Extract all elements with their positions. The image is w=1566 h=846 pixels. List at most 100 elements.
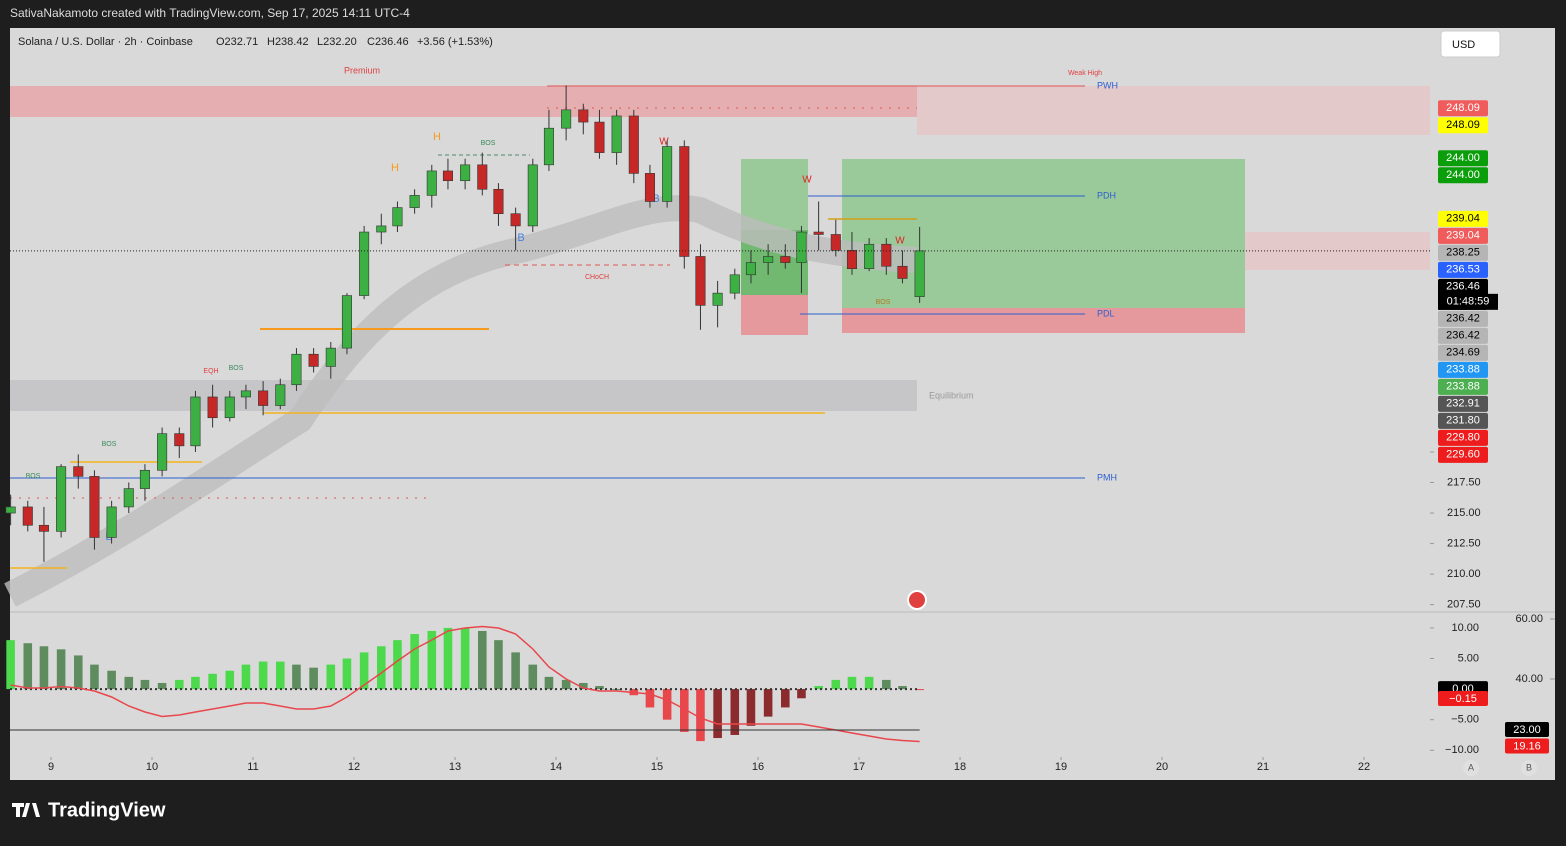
annotation: BOS [876, 299, 891, 306]
price-label [1438, 100, 1488, 117]
candle-body [628, 115, 639, 174]
y-tick-label: 210.00 [1447, 568, 1481, 580]
candle-body [392, 207, 403, 227]
annotation: EQH [203, 368, 218, 375]
candle-body [864, 243, 875, 269]
price-label [1438, 167, 1488, 184]
histogram-bar [124, 676, 134, 690]
candle-body [578, 109, 589, 123]
candle-body [409, 195, 420, 208]
annotation: W [802, 175, 812, 186]
candle-body [561, 109, 572, 129]
histogram-bar [326, 664, 336, 690]
histogram-bar [191, 676, 200, 690]
annotation: CHoCH [585, 274, 609, 281]
histogram-bar [275, 661, 285, 690]
price-label-text: 248.09 [1446, 119, 1480, 131]
price-label-text: 236.46 [1446, 281, 1480, 293]
histogram-bar [174, 679, 184, 690]
annotation: BOS [229, 365, 244, 372]
candle-body [712, 292, 723, 306]
symbol: Solana / U.S. Dollar · 2h · Coinbase [18, 36, 193, 48]
candle-body [224, 396, 235, 419]
price-label-text: 233.88 [1446, 364, 1480, 376]
histogram-bar [797, 689, 806, 699]
histogram-bar [781, 689, 790, 708]
candle-body [796, 231, 807, 263]
annotation: BOS [481, 140, 496, 147]
x-tick-label: 20 [1156, 761, 1168, 773]
histogram-bar [746, 689, 756, 726]
histogram-bar [528, 664, 538, 690]
ohlc-close: C236.46 [367, 36, 409, 48]
candle-body [594, 121, 605, 153]
histogram-bar [561, 679, 571, 690]
annotation: H [433, 131, 441, 143]
histogram-bar [595, 686, 604, 690]
currency[interactable]: USD [1452, 39, 1475, 51]
candle-body [258, 390, 269, 406]
price-label [1438, 117, 1488, 134]
price-label [1438, 691, 1488, 707]
x-tick-label: 13 [449, 761, 461, 773]
price-label [1438, 361, 1488, 378]
histogram-bar [696, 689, 705, 742]
y-tick-label: 215.00 [1447, 507, 1481, 519]
price-label-text: 236.42 [1446, 313, 1480, 325]
candle-body [325, 347, 336, 367]
histogram-bar [157, 682, 167, 690]
histogram-bar [915, 689, 924, 691]
annotation: BOS [102, 441, 117, 448]
long-position-stop [842, 308, 1245, 333]
histogram-bar [359, 652, 369, 690]
currency-button[interactable] [1440, 30, 1501, 58]
price-label-text: 232.91 [1446, 398, 1480, 410]
histogram-bar [544, 676, 554, 690]
y-tick-label: 207.50 [1447, 599, 1481, 611]
histogram-bar [511, 652, 520, 690]
candle-body [190, 396, 201, 447]
price-label-text: 244.00 [1446, 169, 1480, 181]
change: +3.56 (+1.53%) [417, 36, 493, 48]
candle-body [543, 127, 554, 166]
y2-tick-label: 40.00 [1515, 673, 1543, 685]
price-label-text: 248.09 [1446, 102, 1480, 114]
brand-logo [12, 803, 40, 817]
histogram-bar [443, 627, 453, 690]
price-label [1438, 395, 1488, 412]
signal-line [10, 625, 920, 743]
candle-body [813, 231, 824, 235]
histogram-bar [292, 664, 301, 690]
y2-label-text: 19.16 [1513, 740, 1541, 752]
annotation: PMH [1097, 472, 1117, 482]
histogram-bar [898, 686, 907, 690]
annotation: W [895, 236, 905, 247]
moving-average-band [4, 195, 918, 607]
x-tick-label: 9 [48, 761, 54, 773]
scale-button[interactable] [1521, 760, 1537, 776]
histogram-bar [645, 689, 655, 708]
price-label [1438, 244, 1488, 261]
plot-layer: 220.00217.50215.00212.50210.00207.509101… [5, 85, 1555, 773]
event-icon[interactable] [907, 590, 927, 610]
candle-body [460, 164, 471, 182]
scale-button-label[interactable]: B [1526, 762, 1532, 772]
candle-body [914, 250, 925, 297]
scale-button-label[interactable]: A [1468, 762, 1474, 772]
countdown: 01:48:59 [1447, 296, 1490, 308]
price-label [1438, 412, 1488, 429]
candle-body [207, 396, 218, 419]
candle-body [881, 243, 892, 267]
y2-label [1505, 738, 1549, 754]
x-tick-label: 11 [247, 761, 258, 773]
histogram-bar [6, 640, 15, 690]
candle-body [729, 274, 740, 294]
histogram-bar [847, 676, 857, 690]
brand: TradingView [48, 799, 166, 821]
histogram-bar [477, 630, 487, 690]
histogram-bar [578, 682, 588, 690]
x-tick-label: 19 [1055, 761, 1067, 773]
histogram-bar [680, 689, 689, 732]
scale-button[interactable] [1463, 760, 1479, 776]
candle-body [240, 390, 251, 398]
